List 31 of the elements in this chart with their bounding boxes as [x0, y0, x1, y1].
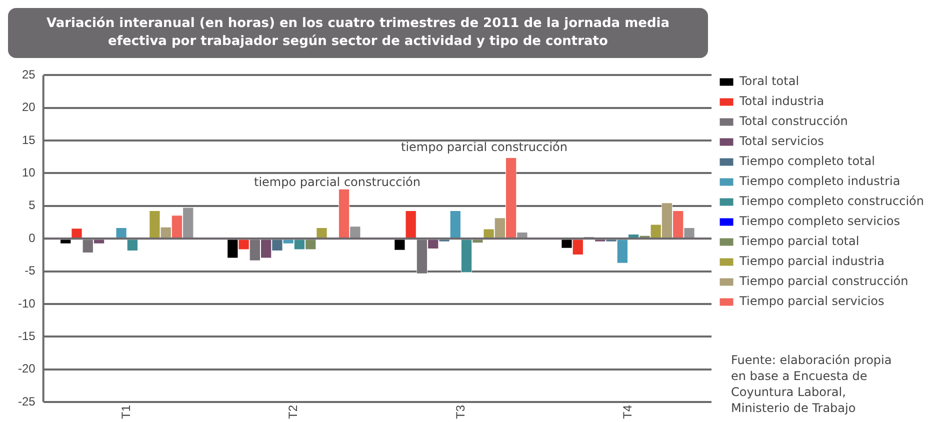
y-tick-label: 25 [22, 68, 36, 82]
chart-title: Variación interanual (en horas) en los cuatro trimestres de 2011 de la jornada media efectiva por trabajador según sector de actividad y tipo de contrato [8, 8, 708, 58]
y-tick-label: -10 [18, 296, 36, 310]
annotation: tiempo parcial construcción [254, 175, 420, 189]
y-tick-label: 15 [22, 132, 36, 147]
x-tick-label: T3 [453, 404, 468, 420]
source-note: Fuente: elaboración propia en base a Encuesta de Coyuntura Laboral, Ministerio de Trabajo [731, 352, 893, 416]
y-tick-label: 0 [28, 230, 36, 245]
x-tick-label: T4 [620, 404, 634, 420]
legend-label: Total industria [738, 94, 824, 108]
legend-label: Tiempo parcial construcción [738, 274, 908, 288]
y-tick-label: 5 [28, 198, 36, 212]
legend-label: Tiempo parcial industria [738, 254, 884, 268]
legend-label: Tiempo completo total [738, 154, 875, 168]
legend-label: Toral total [738, 74, 800, 88]
x-tick-label: T2 [286, 404, 300, 420]
y-tick-label: 20 [22, 100, 36, 114]
y-tick-label: -5 [24, 264, 36, 278]
legend-label: Tiempo completo construcción [738, 194, 924, 208]
annotation: tiempo parcial construcción [401, 140, 568, 154]
y-tick-label: -15 [18, 328, 36, 343]
legend-label: Tiempo parcial servicios [738, 294, 884, 308]
y-tick-label: 10 [22, 166, 36, 180]
legend-label: Tiempo completo servicios [738, 214, 900, 228]
y-tick-label: -20 [18, 362, 36, 376]
x-tick-label: T1 [119, 404, 134, 420]
legend-label: Tiempo parcial total [738, 234, 860, 248]
legend-label: Total construcción [738, 114, 848, 128]
legend-label: Tiempo completo industria [738, 174, 900, 188]
legend-label: Total servicios [738, 134, 824, 148]
y-tick-label: -25 [18, 394, 36, 408]
